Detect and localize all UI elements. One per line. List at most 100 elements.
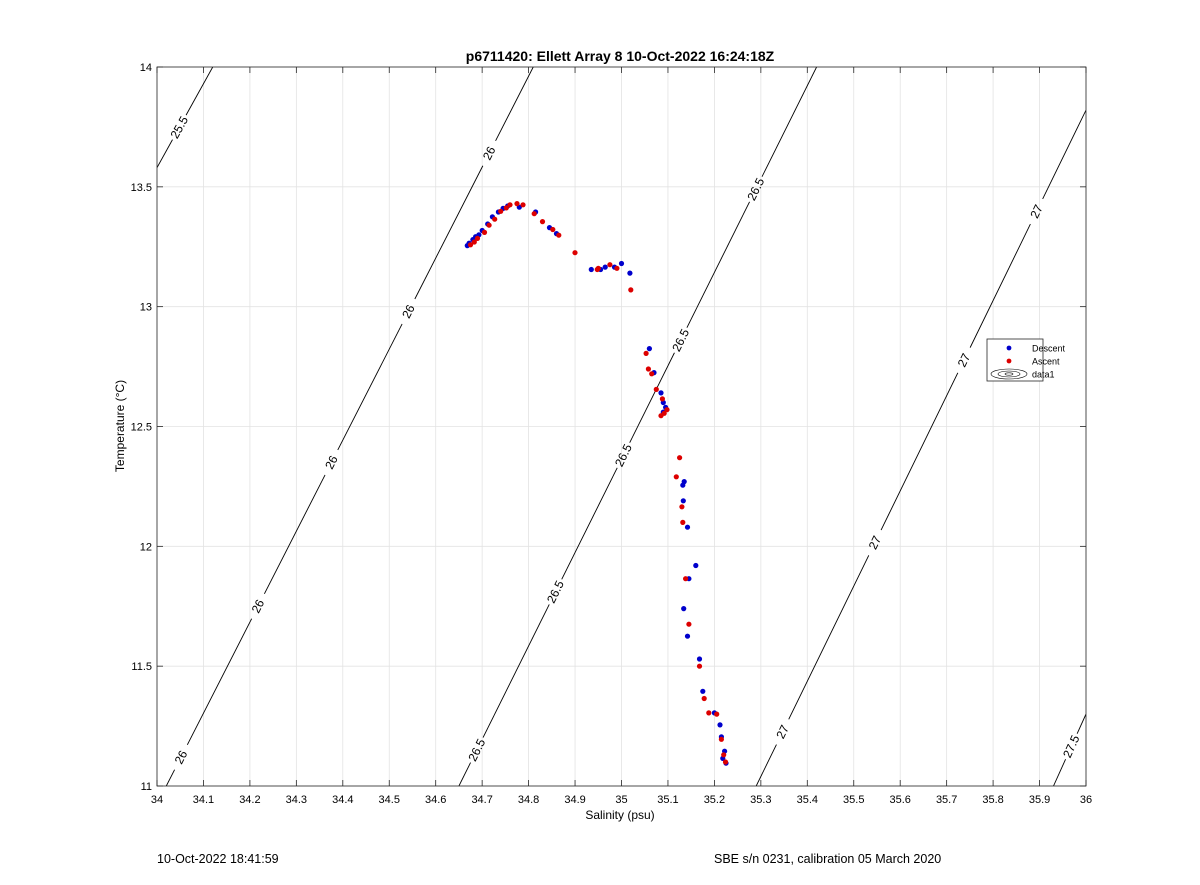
x-tick-label: 36	[1080, 794, 1092, 806]
x-tick-label: 35.3	[750, 794, 771, 806]
grid-lines	[156, 66, 1087, 787]
contour-label: 25.5	[168, 114, 192, 141]
point-ascent	[643, 350, 649, 356]
x-tick-label: 34.5	[379, 794, 400, 806]
point-descent	[693, 562, 699, 569]
x-tick-label: 34.8	[518, 794, 539, 806]
contour-line-26	[263, 474, 326, 594]
x-axis-label: Salinity (psu)	[585, 808, 654, 822]
point-ascent	[607, 262, 613, 268]
point-ascent	[539, 219, 546, 225]
contour-label: 26.5	[612, 441, 635, 468]
point-ascent	[680, 519, 686, 526]
legend-contour-icon	[990, 368, 1028, 380]
point-ascent	[659, 396, 666, 402]
point-descent	[696, 656, 703, 662]
contour-line-26	[186, 618, 253, 745]
point-ascent	[664, 407, 670, 413]
contour-label: 26	[480, 144, 499, 163]
x-tick-label: 35.8	[982, 794, 1003, 806]
point-ascent	[486, 222, 492, 228]
point-ascent	[595, 265, 601, 271]
x-tick-label: 34.3	[286, 794, 307, 806]
point-descent	[602, 264, 608, 270]
contour-line-27	[755, 744, 777, 786]
contour-line-26	[495, 67, 534, 142]
contour-line-27	[1042, 109, 1086, 200]
contour-label: 26.5	[544, 578, 567, 605]
contour-line-26	[414, 165, 484, 300]
point-descent	[684, 524, 691, 530]
data-points	[464, 201, 729, 766]
contour-label: 26.5	[744, 175, 767, 202]
x-tick-label: 34.1	[193, 794, 214, 806]
point-descent	[684, 633, 691, 639]
point-ascent	[686, 621, 692, 627]
legend-label: Descent	[1032, 344, 1066, 354]
x-tick-label: 35.9	[1029, 794, 1050, 806]
point-ascent	[481, 229, 488, 235]
point-ascent	[714, 711, 720, 717]
legend-marker-descent	[1006, 345, 1012, 351]
point-ascent	[467, 242, 474, 248]
legend-box	[986, 338, 1044, 382]
point-ascent	[701, 695, 707, 702]
point-ascent	[649, 371, 655, 377]
x-tick-label: 34.9	[564, 794, 585, 806]
point-ascent	[614, 265, 620, 271]
contour-line-27	[788, 555, 870, 720]
contour-line-26	[165, 769, 176, 786]
point-ascent	[658, 413, 664, 419]
point-descent	[680, 498, 686, 504]
footer-calibration: SBE s/n 0231, calibration 05 March 2020	[714, 852, 942, 866]
point-ascent	[721, 752, 727, 758]
point-descent	[700, 688, 706, 694]
y-tick-label: 13.5	[131, 182, 152, 194]
point-descent	[681, 606, 687, 612]
contour-line-27	[969, 223, 1031, 348]
point-ascent	[683, 576, 689, 582]
point-ascent	[718, 736, 725, 742]
x-tick-label: 35.1	[657, 794, 678, 806]
contour-line-27-5	[1076, 713, 1086, 734]
contour-line-26-5	[482, 604, 550, 738]
y-tick-label: 13	[140, 302, 152, 314]
point-ascent	[706, 710, 712, 716]
contour-label: 26	[249, 597, 268, 616]
x-tick-label: 35.7	[936, 794, 957, 806]
x-tick-label: 35.4	[797, 794, 818, 806]
contour-label: 26	[322, 453, 341, 472]
point-descent	[717, 722, 723, 728]
point-descent	[681, 479, 687, 485]
legend-label: data1	[1032, 370, 1055, 380]
point-ascent	[550, 226, 556, 233]
x-tick-label: 34.6	[425, 794, 446, 806]
point-ascent	[679, 504, 685, 510]
point-descent	[646, 346, 653, 352]
contour-label: 26	[172, 748, 191, 767]
point-ascent	[572, 250, 578, 256]
y-tick-label: 14	[140, 62, 152, 74]
y-tick-label: 12.5	[131, 422, 152, 434]
contour-line-26-5	[561, 467, 618, 580]
x-tick-label: 35.6	[889, 794, 910, 806]
contour-label: 27.5	[1060, 733, 1083, 760]
point-ascent	[474, 235, 481, 241]
legend-label: Ascent	[1032, 357, 1060, 367]
y-axis-label: Temperature (°C)	[113, 380, 127, 472]
contour-line-27	[880, 372, 959, 531]
point-ascent	[556, 232, 562, 238]
point-ascent	[722, 759, 729, 765]
point-ascent	[498, 208, 504, 214]
x-tick-label: 34.2	[239, 794, 260, 806]
contour-label: 27	[1027, 202, 1046, 220]
axis-ticks: 34 34.1 34.2 34.3 34.4 34.5 34.6 34.7 34.8 34.9 35…	[131, 62, 1093, 806]
x-tick-label: 35	[615, 794, 627, 806]
contour-label: 27	[773, 723, 792, 741]
x-tick-label: 34.4	[332, 794, 353, 806]
point-ascent	[514, 201, 520, 207]
contour-label: 26	[399, 302, 418, 321]
contour-label: 26.5	[669, 326, 692, 353]
point-ascent	[696, 663, 703, 669]
x-tick-label: 35.2	[704, 794, 725, 806]
